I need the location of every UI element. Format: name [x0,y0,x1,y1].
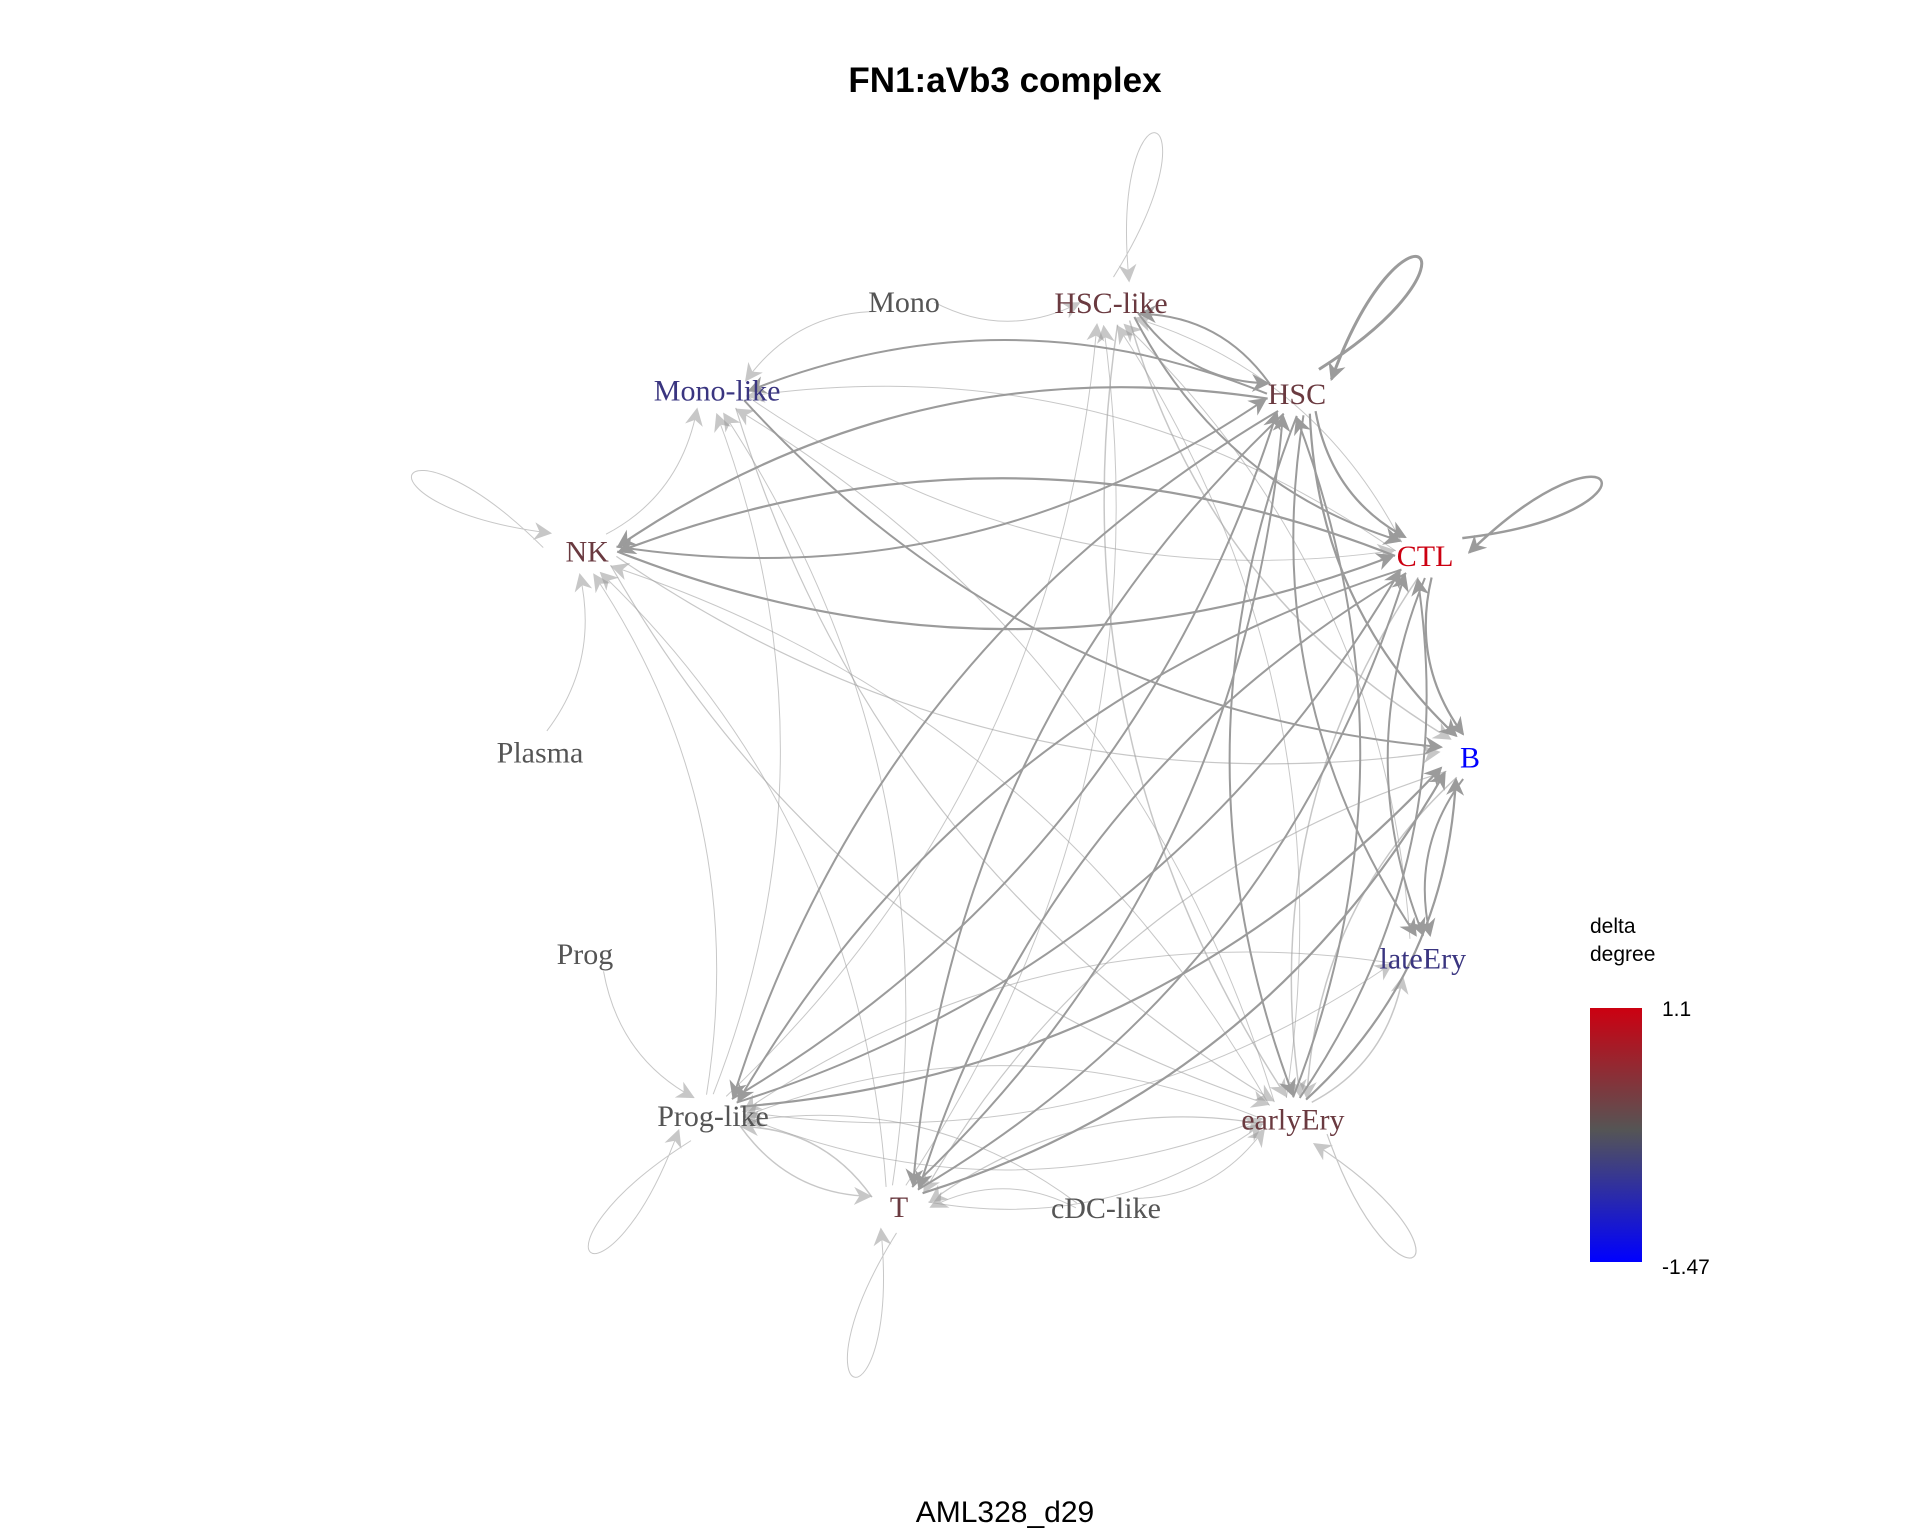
edge-t-to-hsc [911,413,1291,1188]
edge-t-to-ctl [917,572,1409,1191]
edge-prog-like-to-b [740,766,1443,1108]
legend-color-bar [1590,1008,1642,1262]
edge-earlyery-to-ctl [1298,577,1430,1099]
edge-lateery-to-prog-like [742,951,1394,1112]
edge-t-to-earlyery [928,1123,1264,1210]
edge-prog-to-prog-like [603,971,695,1099]
edge-t-to-prog-like [740,1118,873,1198]
edge-lateery-to-hsc-like [1123,323,1411,939]
edge-layer [411,132,1603,1378]
node-label-nk: NK [566,535,610,568]
edge-ctl-to-earlyery [1288,577,1419,1098]
node-label-prog-like: Prog-like [657,1100,769,1133]
node-label-plasma: Plasma [497,736,584,769]
edge-cdc-like-to-t [929,1188,1077,1209]
edge-mono-to-hsc-like [933,301,1081,322]
node-label-mono-like: Mono-like [654,375,781,408]
node-label-ctl: CTL [1397,540,1454,573]
node-label-prog: Prog [557,938,614,971]
edge-t-to-hsc-like [905,324,1117,1186]
edge-hsc-to-t [905,412,1285,1188]
edge-nk-to-mono-like [605,407,703,535]
node-label-hsc: HSC [1268,378,1326,411]
chart-title: FN1:aVb3 complex [848,61,1162,100]
node-label-t: T [890,1191,908,1224]
edge-b-to-lateery [1417,778,1464,938]
edge-hsc-to-prog-like [729,410,1279,1100]
node-label-cdc-like: cDC-like [1051,1192,1161,1225]
edge-b-to-earlyery [1298,776,1458,1100]
edge-cdc-like-to-prog-like [742,1110,1078,1204]
edge-prog-like-to-t [739,1125,873,1205]
edge-hsc-like-to-earlyery [1103,324,1287,1098]
edge-ctl-to-t [915,572,1407,1190]
edge-mono-like-to-earlyery [735,407,1275,1102]
edge-hsc-to-hsc-like [1137,305,1271,385]
edge-hsc-like-to-hsc-like [1113,132,1164,283]
edge-ctl-to-nk [617,477,1396,557]
edge-b-to-t [923,770,1447,1194]
edge-mono-like-to-ctl [746,395,1396,562]
edge-hsc-like-to-b [1128,320,1452,740]
edge-earlyery-to-lateery [1311,975,1409,1103]
edge-hsc-to-mono-like [747,339,1268,395]
edge-prog-like-to-lateery [742,962,1394,1124]
edge-nk-to-hsc [616,398,1268,559]
edge-prog-like-to-prog-like [587,1128,692,1255]
edge-mono-to-mono-like [744,310,877,382]
node-label-lateery: lateEry [1380,943,1467,976]
edge-earlyery-to-earlyery [1312,1133,1417,1259]
edge-plasma-to-nk [546,572,593,732]
chart-subtitle: AML328_d29 [916,1496,1094,1529]
edge-hsc-to-nk [616,386,1268,548]
edge-prog-like-to-nk [593,573,718,1095]
edge-prog-like-to-hsc [731,410,1281,1100]
edge-ctl-to-hsc-like [1134,314,1403,543]
edge-nk-to-ctl [616,550,1395,631]
edge-nk-to-b [616,555,1441,765]
legend-max-label: 1.1 [1662,998,1691,1021]
edge-ctl-to-mono-like [746,384,1397,552]
edge-earlyery-to-hsc-like [1116,325,1301,1098]
legend-min-label: -1.47 [1662,1256,1710,1279]
legend: delta degree 1.1 -1.47 [1590,915,1710,1279]
edge-earlyery-to-b [1305,777,1465,1101]
edge-hsc-like-to-hsc [1137,312,1270,392]
node-label-earlyery: earlyEry [1241,1103,1344,1136]
edge-earlyery-to-mono-like [735,408,1275,1103]
edge-earlyery-to-prog-like [743,1065,1264,1120]
edge-prog-like-to-earlyery [742,1115,1263,1171]
edge-earlyery-to-t [928,1116,1264,1203]
edge-ctl-to-b [1424,577,1465,736]
edge-earlyery-to-hsc [1292,416,1362,1098]
node-label-hsc-like: HSC-like [1054,287,1167,320]
node-label-b: B [1460,742,1480,775]
node-label-mono: Mono [868,286,940,319]
edge-nk-to-nk [411,470,553,548]
edge-hsc-to-ctl [1314,410,1407,539]
edge-ctl-to-lateery [1386,577,1426,937]
edge-prog-like-to-ctl [736,569,1401,1104]
edge-mono-like-to-b [743,399,1444,755]
edge-cdc-like-to-earlyery [1133,1128,1266,1200]
edge-ctl-to-ctl [1462,475,1603,554]
edge-t-to-nk [599,571,887,1187]
edge-prog-like-to-hsc-like [725,322,1105,1097]
edge-t-to-t [846,1227,897,1378]
edge-prog-like-to-mono-like [712,412,781,1095]
legend-title-line1: delta [1590,915,1636,938]
edge-t-to-b [922,770,1446,1195]
edge-hsc-to-hsc [1318,254,1424,382]
legend-title-line2: degree [1590,943,1655,966]
edge-ctl-to-prog-like [737,568,1402,1103]
edge-earlyery-to-nk [610,562,1270,1106]
edge-hsc-to-b [1308,413,1458,738]
edge-nk-to-earlyery [610,564,1270,1108]
edge-t-to-mono-like [723,412,907,1186]
